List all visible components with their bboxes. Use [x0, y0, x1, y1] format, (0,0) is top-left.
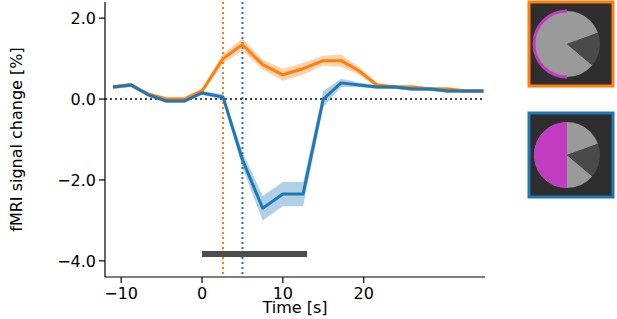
- x-tick: [363, 277, 364, 283]
- x-axis: [105, 276, 485, 277]
- stimulus-icon: [529, 2, 613, 86]
- y-axis: [104, 2, 105, 277]
- icon-frame: [529, 113, 613, 197]
- chart: 2.00.0−2.0−4.0−1001020Time [s]fMRI signa…: [0, 0, 617, 319]
- icon-highlight: [534, 122, 567, 188]
- error-band: [113, 79, 483, 221]
- x-axis-label: Time [s]: [261, 298, 327, 317]
- icon-frame: [529, 2, 613, 86]
- stimulus-icon: [529, 113, 613, 197]
- x-tick: [121, 277, 122, 283]
- vertical-marker: [222, 2, 224, 277]
- icon-wedge: [567, 144, 600, 176]
- y-tick: [99, 179, 105, 180]
- error-band: [113, 38, 483, 101]
- y-tick-label: −4.0: [57, 252, 96, 271]
- x-tick: [201, 277, 202, 283]
- plot-area: [105, 2, 485, 277]
- y-tick: [99, 98, 105, 99]
- series-line: [113, 44, 483, 99]
- y-tick-label: 2.0: [71, 9, 96, 28]
- x-tick: [282, 277, 283, 283]
- y-tick-label: −2.0: [57, 171, 96, 190]
- y-tick: [99, 18, 105, 19]
- icon-wedge: [567, 33, 600, 65]
- y-tick: [99, 260, 105, 261]
- y-axis-label: fMRI signal change [%]: [7, 47, 26, 231]
- x-tick-label: 0: [197, 284, 207, 303]
- y-tick-label: 0.0: [71, 90, 96, 109]
- icon-highlight: [534, 11, 567, 77]
- x-tick-label: 20: [354, 284, 374, 303]
- stimulus-bar: [202, 251, 307, 257]
- series-line: [113, 83, 483, 208]
- x-tick-label: −10: [104, 284, 138, 303]
